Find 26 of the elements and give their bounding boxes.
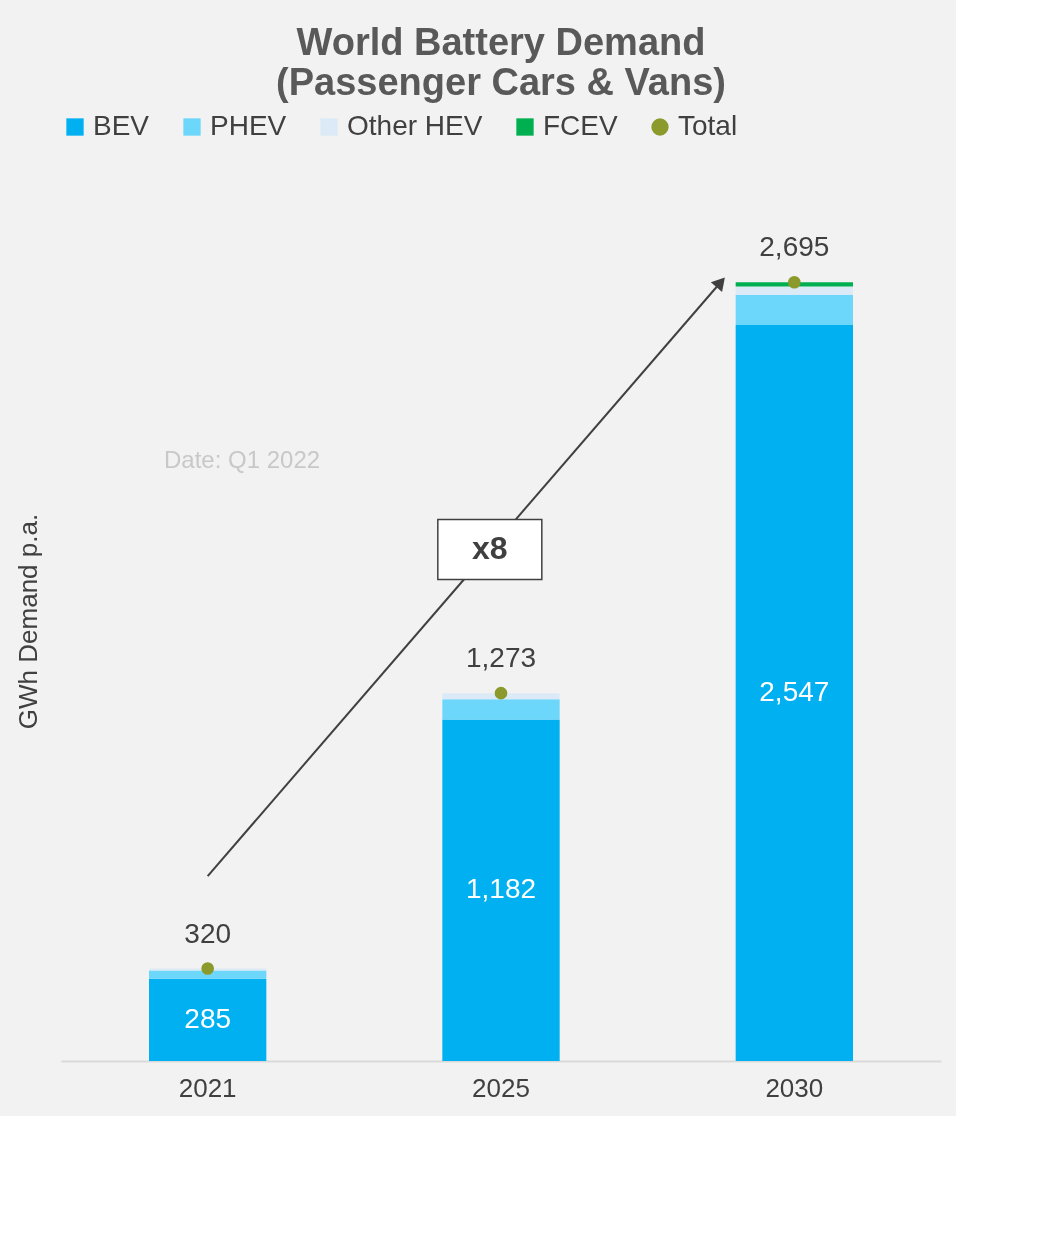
bar <box>442 719 560 1061</box>
data-label: 1,182 <box>465 873 537 905</box>
data-label: 285 <box>184 1002 232 1034</box>
data-label: 2,547 <box>759 676 830 707</box>
legend-label: FCEV <box>543 110 618 141</box>
total-label: 320 <box>184 917 232 949</box>
x-tick-label: 2021 <box>178 1072 237 1103</box>
legend-label: Total <box>678 110 738 141</box>
x-tick-label: 2025 <box>472 1072 530 1103</box>
y-axis-title: GWh Demand p.a. <box>12 513 43 730</box>
total-label: 2,695 <box>759 231 830 263</box>
bar <box>442 693 560 700</box>
total-label: 1,273 <box>465 642 537 674</box>
bar <box>735 325 853 1061</box>
bar <box>149 970 267 979</box>
legend-label: PHEV <box>210 110 287 141</box>
legend-label: Other HEV <box>347 110 483 141</box>
bar <box>735 282 853 287</box>
bar <box>149 978 267 1061</box>
text: World Battery Demand (Passenger Cars & Vans) <box>276 21 726 103</box>
bar <box>442 699 560 720</box>
legend-label: BEV <box>93 110 150 141</box>
bar <box>735 286 853 295</box>
bar <box>735 294 853 326</box>
x-tick-label: 2030 <box>765 1072 824 1103</box>
annotation: x8 <box>472 530 508 567</box>
